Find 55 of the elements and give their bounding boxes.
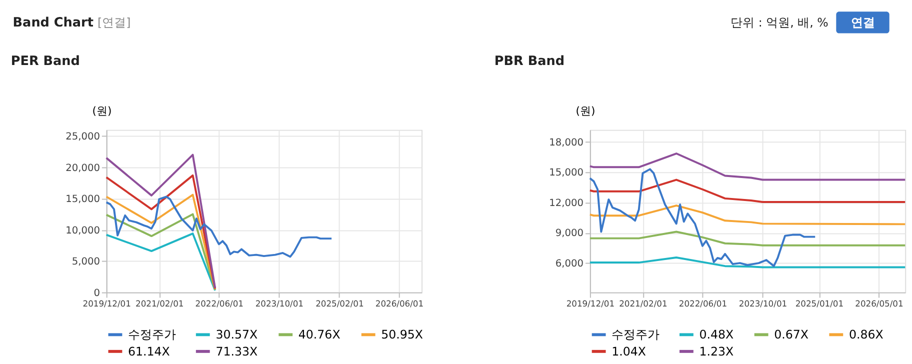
y-tick-label: 9,000 (555, 228, 584, 240)
legend-label: 40.76X (298, 328, 340, 342)
text: Band Chart (12, 15, 94, 30)
x-tick-label: 2026/05/01 (855, 298, 904, 309)
legend-label: 1.04X (612, 344, 646, 358)
line-series (588, 178, 906, 203)
line-series (588, 256, 906, 268)
x-tick-label: 2026/06/01 (375, 298, 424, 309)
y-tick-label: 15,000 (549, 168, 584, 179)
legend-label: 0.86X (848, 328, 884, 342)
text: 연결 (850, 15, 875, 30)
x-tick-label: 2021/02/01 (136, 298, 184, 309)
y-tick-label: 5,000 (72, 256, 100, 268)
legend-label: 61.14X (128, 344, 170, 358)
y-tick-label: 10,000 (66, 225, 100, 236)
text: 단위 : 억원, 배, % (730, 15, 828, 30)
chart-title: PBR Band (494, 54, 565, 69)
y-tick-label: 15,000 (66, 194, 100, 206)
line-series (105, 196, 333, 258)
x-tick-label: 2022/06/01 (195, 298, 244, 309)
legend-label: 수정주가 (612, 328, 660, 342)
y-tick-label: 18,000 (549, 137, 584, 148)
line-series (588, 230, 906, 246)
legend-label: 1.23X (699, 344, 734, 358)
legend-label: 30.57X (216, 328, 258, 342)
y-axis-title: (원) (92, 104, 112, 118)
y-tick-label: 25,000 (66, 132, 100, 143)
legend-label: 50.95X (381, 328, 424, 342)
line-series (105, 154, 216, 289)
legend-label: 0.67X (774, 328, 808, 342)
line-series (105, 213, 216, 291)
line-series (588, 152, 906, 181)
line-series (105, 194, 216, 290)
chart-title: PER Band (10, 54, 80, 69)
x-tick-label: 2023/10/01 (738, 298, 788, 309)
line-series (105, 174, 216, 290)
y-tick-label: 12,000 (549, 198, 584, 209)
line-series (588, 204, 906, 226)
y-tick-label: 20,000 (66, 162, 100, 174)
legend-label: 71.33X (216, 344, 258, 358)
legend-label: 0.48X (699, 328, 734, 342)
y-axis-title: (원) (576, 104, 596, 118)
line-series (105, 232, 216, 292)
x-tick-label: 2019/12/01 (82, 298, 131, 309)
text: [연결] (98, 15, 131, 30)
x-tick-label: 2021/02/01 (619, 298, 668, 309)
x-tick-label: 2025/01/01 (795, 298, 844, 309)
x-tick-label: 2025/02/01 (316, 298, 364, 309)
x-tick-label: 2019/12/01 (566, 298, 615, 309)
x-tick-label: 2022/06/01 (678, 298, 728, 309)
y-tick-label: 6,000 (555, 258, 584, 270)
y-tick-label: 0 (94, 288, 100, 299)
legend-label: 수정주가 (128, 328, 176, 342)
line-series (588, 168, 816, 268)
x-tick-label: 2023/10/01 (255, 298, 304, 309)
